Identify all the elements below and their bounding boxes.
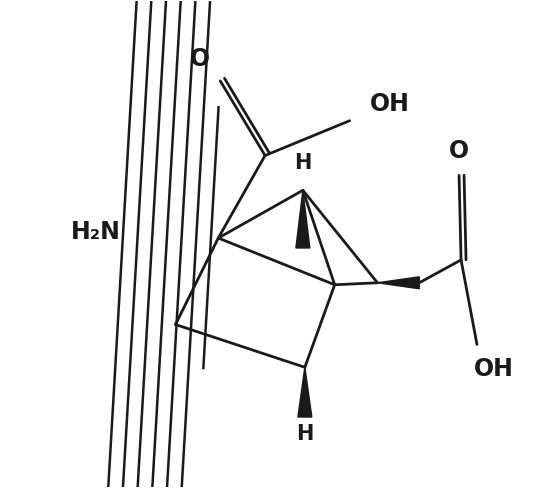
Text: OH: OH	[474, 357, 514, 381]
Polygon shape	[377, 277, 419, 289]
Text: H: H	[294, 153, 311, 173]
Text: OH: OH	[370, 92, 409, 116]
Polygon shape	[296, 190, 310, 248]
Text: O: O	[449, 139, 469, 163]
Text: O: O	[190, 47, 211, 71]
Polygon shape	[298, 367, 312, 417]
Text: H: H	[296, 424, 314, 444]
Text: H₂N: H₂N	[71, 220, 121, 244]
